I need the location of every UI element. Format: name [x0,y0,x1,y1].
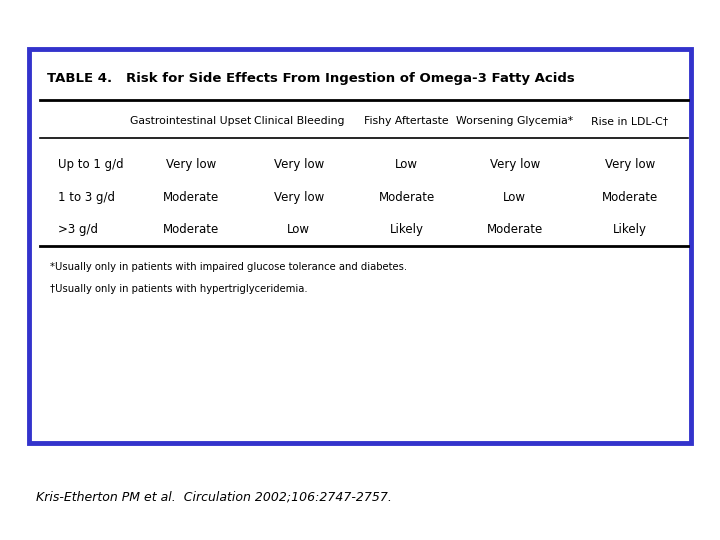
Text: †Usually only in patients with hypertriglyceridemia.: †Usually only in patients with hypertrig… [50,284,308,294]
Text: Very low: Very low [274,158,324,171]
Text: Low: Low [503,191,526,204]
Text: Moderate: Moderate [602,191,658,204]
Text: Up to 1 g/d: Up to 1 g/d [58,158,123,171]
Text: Rise in LDL-C†: Rise in LDL-C† [591,117,669,126]
Text: Very low: Very low [166,158,216,171]
FancyBboxPatch shape [29,49,691,443]
Text: Gastrointestinal Upset: Gastrointestinal Upset [130,117,251,126]
Text: Low: Low [287,223,310,236]
Text: *Usually only in patients with impaired glucose tolerance and diabetes.: *Usually only in patients with impaired … [50,262,408,272]
Text: Worsening Glycemia*: Worsening Glycemia* [456,117,573,126]
Text: Fishy Aftertaste: Fishy Aftertaste [364,117,449,126]
Text: Moderate: Moderate [487,223,543,236]
Text: Very low: Very low [605,158,655,171]
Text: Moderate: Moderate [163,223,219,236]
Text: Likely: Likely [613,223,647,236]
Text: Very low: Very low [274,191,324,204]
Text: Low: Low [395,158,418,171]
Text: Moderate: Moderate [379,191,435,204]
Text: Kris-Etherton PM et al.  Circulation 2002;106:2747-2757.: Kris-Etherton PM et al. Circulation 2002… [36,490,392,503]
Text: TABLE 4.   Risk for Side Effects From Ingestion of Omega-3 Fatty Acids: TABLE 4. Risk for Side Effects From Inge… [47,72,575,85]
Text: 1 to 3 g/d: 1 to 3 g/d [58,191,114,204]
Text: >3 g/d: >3 g/d [58,223,98,236]
Text: Moderate: Moderate [163,191,219,204]
Text: Likely: Likely [390,223,424,236]
Text: Clinical Bleeding: Clinical Bleeding [253,117,344,126]
Text: Very low: Very low [490,158,540,171]
